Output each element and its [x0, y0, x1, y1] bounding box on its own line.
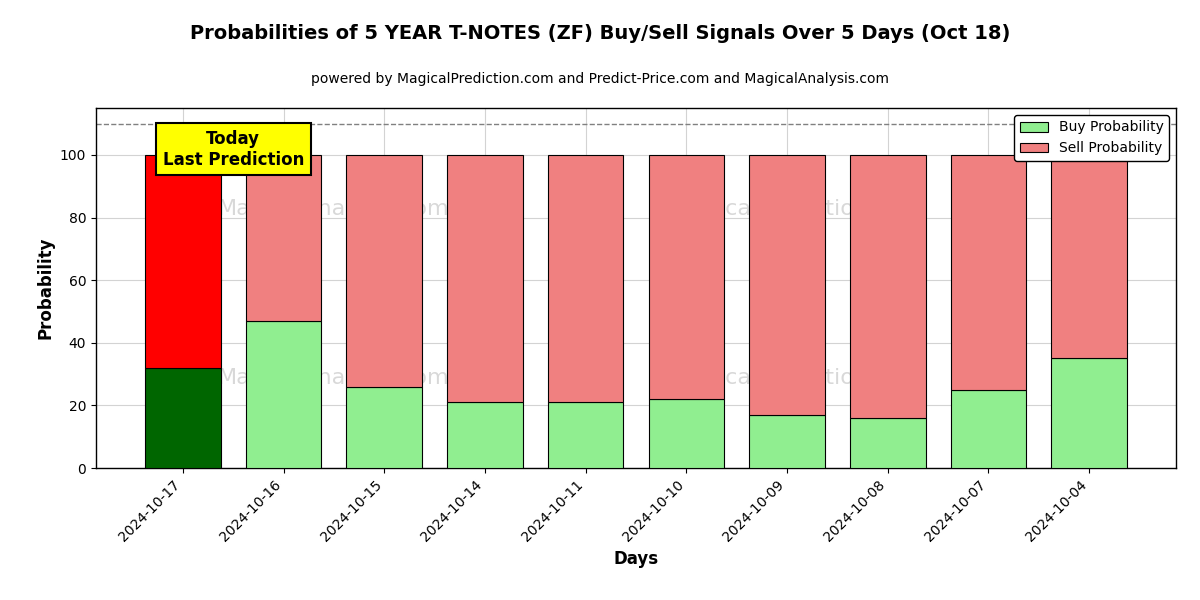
Text: MagicalPrediction.com: MagicalPrediction.com	[673, 199, 923, 219]
Y-axis label: Probability: Probability	[36, 237, 54, 339]
Bar	[850, 155, 925, 418]
Bar	[1051, 155, 1127, 358]
Bar	[145, 368, 221, 468]
Bar	[246, 155, 322, 321]
Text: MagicalAnalysis.com: MagicalAnalysis.com	[217, 199, 450, 219]
Legend: Buy Probability, Sell Probability: Buy Probability, Sell Probability	[1014, 115, 1169, 161]
Bar	[448, 402, 523, 468]
Bar	[950, 390, 1026, 468]
Text: powered by MagicalPrediction.com and Predict-Price.com and MagicalAnalysis.com: powered by MagicalPrediction.com and Pre…	[311, 72, 889, 86]
Bar	[347, 386, 422, 468]
Text: Today
Last Prediction: Today Last Prediction	[162, 130, 304, 169]
Text: MagicalAnalysis.com: MagicalAnalysis.com	[217, 368, 450, 388]
Bar	[749, 155, 824, 415]
X-axis label: Days: Days	[613, 550, 659, 568]
Bar	[548, 155, 624, 402]
Bar	[648, 155, 724, 399]
Bar	[950, 155, 1026, 390]
Bar	[347, 155, 422, 386]
Bar	[145, 155, 221, 368]
Text: MagicalPrediction.com: MagicalPrediction.com	[673, 368, 923, 388]
Bar	[648, 399, 724, 468]
Bar	[850, 418, 925, 468]
Text: Probabilities of 5 YEAR T-NOTES (ZF) Buy/Sell Signals Over 5 Days (Oct 18): Probabilities of 5 YEAR T-NOTES (ZF) Buy…	[190, 24, 1010, 43]
Bar	[246, 321, 322, 468]
Bar	[749, 415, 824, 468]
Bar	[448, 155, 523, 402]
Bar	[1051, 358, 1127, 468]
Bar	[548, 402, 624, 468]
